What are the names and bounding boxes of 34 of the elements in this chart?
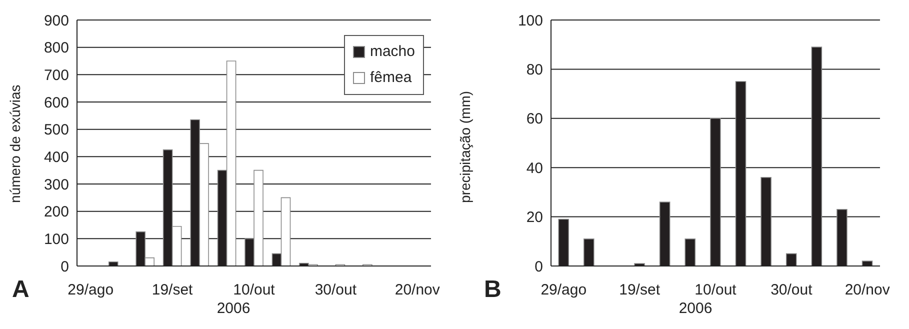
y-tick-label: 80 bbox=[526, 62, 543, 79]
x-tick-label: 20/nov bbox=[844, 282, 890, 299]
legend-label: macho bbox=[370, 42, 415, 62]
y-tick-label: 800 bbox=[44, 40, 69, 57]
y-tick-label: 0 bbox=[60, 258, 69, 276]
x-axis-title: 2006 bbox=[216, 300, 250, 317]
x-tick-label: 30/out bbox=[770, 282, 814, 299]
y-tick-label: 500 bbox=[44, 122, 69, 139]
x-tick-label: 19/set bbox=[619, 282, 661, 299]
y-tick-label: 20 bbox=[526, 209, 543, 226]
y-tick-label: 60 bbox=[526, 110, 543, 128]
y-tick-label: 900 bbox=[44, 12, 69, 30]
x-tick-label: 29/ago bbox=[540, 282, 587, 299]
x-tick-label: 10/out bbox=[233, 282, 276, 299]
y-tick-label: 300 bbox=[44, 176, 69, 194]
x-tick-label: 30/out bbox=[314, 282, 358, 299]
y-axis-title: número de exúvias bbox=[6, 84, 23, 203]
y-tick-label: 0 bbox=[534, 258, 543, 276]
y-tick-label: 600 bbox=[44, 94, 69, 112]
x-axis-title: 2006 bbox=[678, 300, 712, 317]
y-tick-label: 700 bbox=[44, 66, 69, 84]
y-tick-label: 400 bbox=[44, 148, 69, 166]
x-tick-label: 19/set bbox=[152, 282, 194, 299]
y-axis-title: precipitação (mm) bbox=[456, 90, 473, 203]
y-tick-label: 100 bbox=[44, 230, 69, 248]
legend-label: fêmea bbox=[370, 68, 412, 88]
x-tick-label: 20/nov bbox=[394, 282, 440, 299]
x-tick-label: 10/out bbox=[694, 282, 738, 299]
y-tick-label: 200 bbox=[44, 204, 69, 221]
text: B bbox=[484, 276, 502, 304]
x-tick-label: 29/ago bbox=[68, 282, 114, 299]
y-tick-label: 100 bbox=[518, 12, 543, 30]
text: A bbox=[12, 276, 30, 304]
y-tick-label: 40 bbox=[526, 160, 543, 177]
